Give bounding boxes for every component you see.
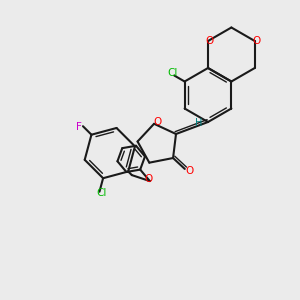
Text: H: H — [195, 118, 203, 128]
Text: Cl: Cl — [96, 188, 107, 198]
Text: O: O — [253, 36, 261, 46]
Text: O: O — [186, 166, 194, 176]
Text: F: F — [76, 122, 82, 132]
Text: O: O — [206, 36, 214, 46]
Text: O: O — [153, 117, 161, 127]
Text: Cl: Cl — [167, 68, 177, 77]
Text: O: O — [145, 174, 153, 184]
